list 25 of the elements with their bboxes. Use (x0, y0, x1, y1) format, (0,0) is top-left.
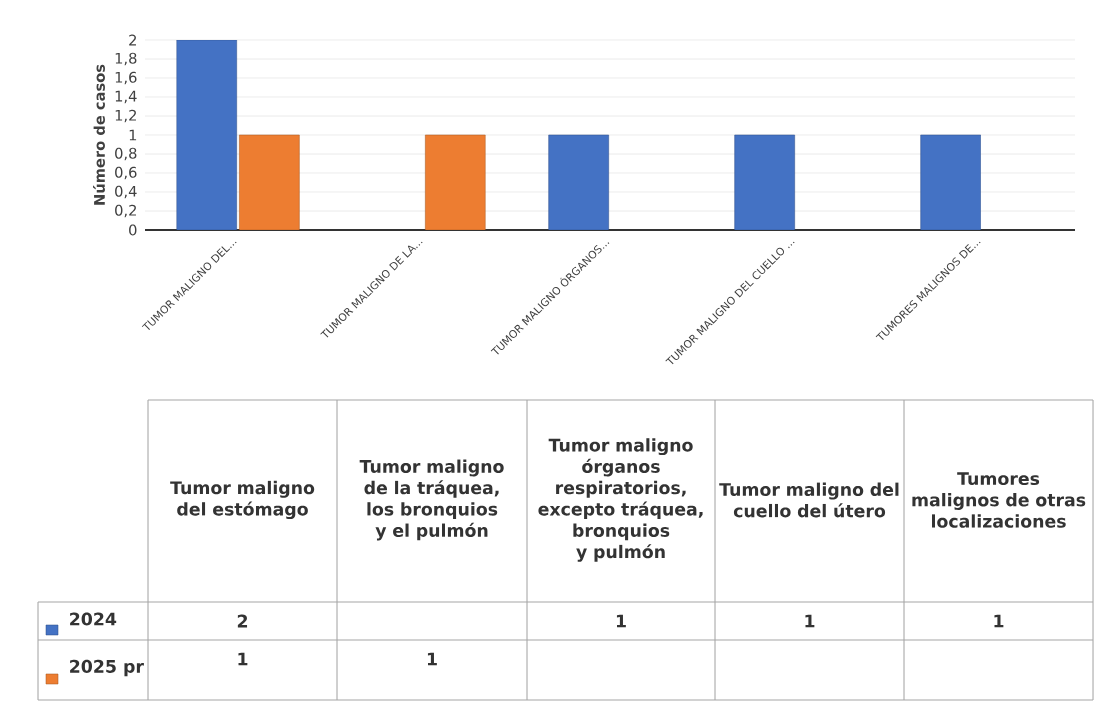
data-label: 1 (427, 652, 437, 666)
data-label: 1 (238, 652, 248, 666)
y-tick-label: 1,4 (115, 90, 137, 104)
data-label: 2 (237, 614, 248, 628)
y-tick-label: 0,4 (115, 185, 137, 199)
y-tick-label: 0 (129, 224, 137, 236)
legend-label: 2024 (70, 612, 117, 626)
y-tick-label: 1 (129, 129, 137, 141)
text: Tumor maligno de la tráquea, los bronquios y el pulmón (359, 459, 504, 541)
text: Tumores malignos de otras localizaciones (912, 472, 1086, 528)
text: Tumor maligno órganos respiratorios, excepto tráquea, bronquios y pulmón (538, 438, 703, 562)
legend-label: 2025 pr (70, 659, 144, 677)
y-tick-label: 2 (129, 34, 136, 46)
y-tick-label: 0,2 (115, 204, 136, 218)
y-axis-title: Número de casos (93, 64, 105, 205)
y-tick-label: 0,8 (115, 147, 137, 161)
y-tick-label: 1,8 (115, 52, 137, 66)
text: Tumor maligno del cuello del útero (719, 482, 899, 518)
y-tick-label: 1,6 (115, 71, 137, 85)
text: Tumor maligno del estómago (170, 480, 315, 520)
y-tick-label: 0,6 (115, 166, 137, 180)
y-tick-label: 1,2 (115, 109, 136, 123)
data-label: 1 (994, 614, 1004, 628)
data-label: 1 (805, 614, 815, 628)
data-label: 1 (616, 614, 626, 628)
